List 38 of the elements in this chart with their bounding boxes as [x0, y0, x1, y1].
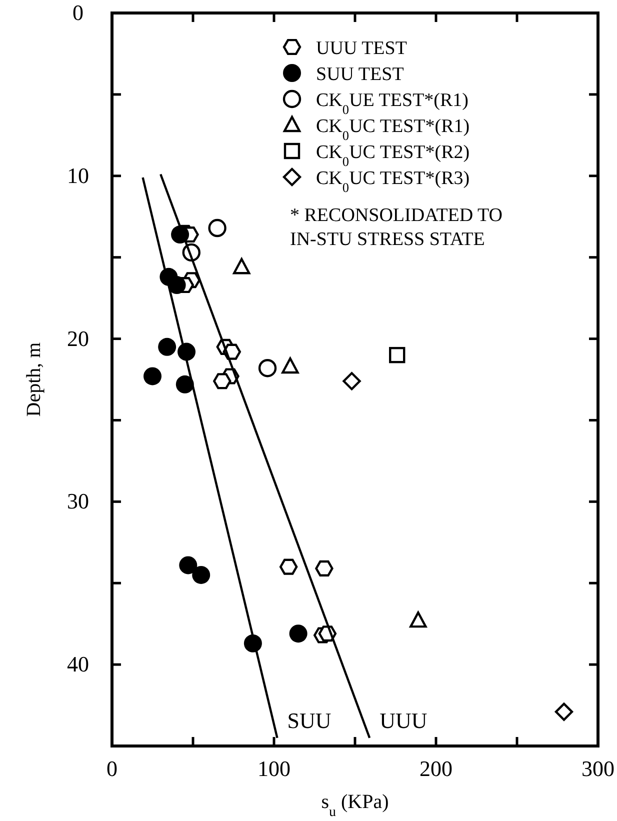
annotation: * RECONSOLIDATED TO IN-STU STRESS STATE — [290, 205, 503, 250]
point — [158, 338, 176, 356]
x-axis-title: s$_{u}$ (KPa) — [321, 791, 389, 820]
annotation: UUU — [380, 708, 428, 733]
point — [279, 558, 298, 575]
point — [315, 560, 334, 576]
legend-label: CK$_{0}$UC TEST*(R1) — [316, 116, 470, 142]
annotation: SUU — [287, 708, 332, 733]
point — [233, 258, 250, 274]
point — [213, 373, 232, 390]
point — [176, 375, 194, 394]
y-axis-title: Depth, m — [23, 342, 45, 417]
x-tick-label: 100 — [258, 756, 290, 781]
point — [410, 611, 427, 628]
y-tick-label: 20 — [67, 326, 89, 351]
point — [258, 359, 277, 378]
point — [554, 702, 574, 721]
point — [144, 367, 162, 386]
legend-label: CK$_{0}$UC TEST*(R2) — [316, 142, 470, 168]
point — [389, 346, 406, 364]
y-tick-label: 40 — [67, 652, 89, 677]
y-tick-label: 30 — [67, 488, 89, 514]
legend-label: CK$_{0}$UE TEST*(R1) — [316, 90, 469, 116]
point — [179, 556, 198, 574]
x-tick-label: 200 — [420, 756, 452, 781]
legend-label: SUU TEST — [316, 64, 404, 85]
x-tick-label: 0 — [106, 756, 118, 781]
point — [168, 276, 186, 294]
point — [282, 357, 299, 374]
legend-label: CK$_{0}$UC TEST*(R3) — [316, 168, 470, 194]
point — [289, 624, 308, 643]
point — [208, 218, 226, 238]
y-tick-label: 0 — [72, 0, 84, 25]
point — [342, 372, 361, 390]
legend-label: UUU TEST — [316, 38, 408, 59]
y-tick-label: 10 — [67, 162, 89, 188]
x-tick-label: 300 — [582, 756, 614, 781]
point — [192, 566, 210, 584]
